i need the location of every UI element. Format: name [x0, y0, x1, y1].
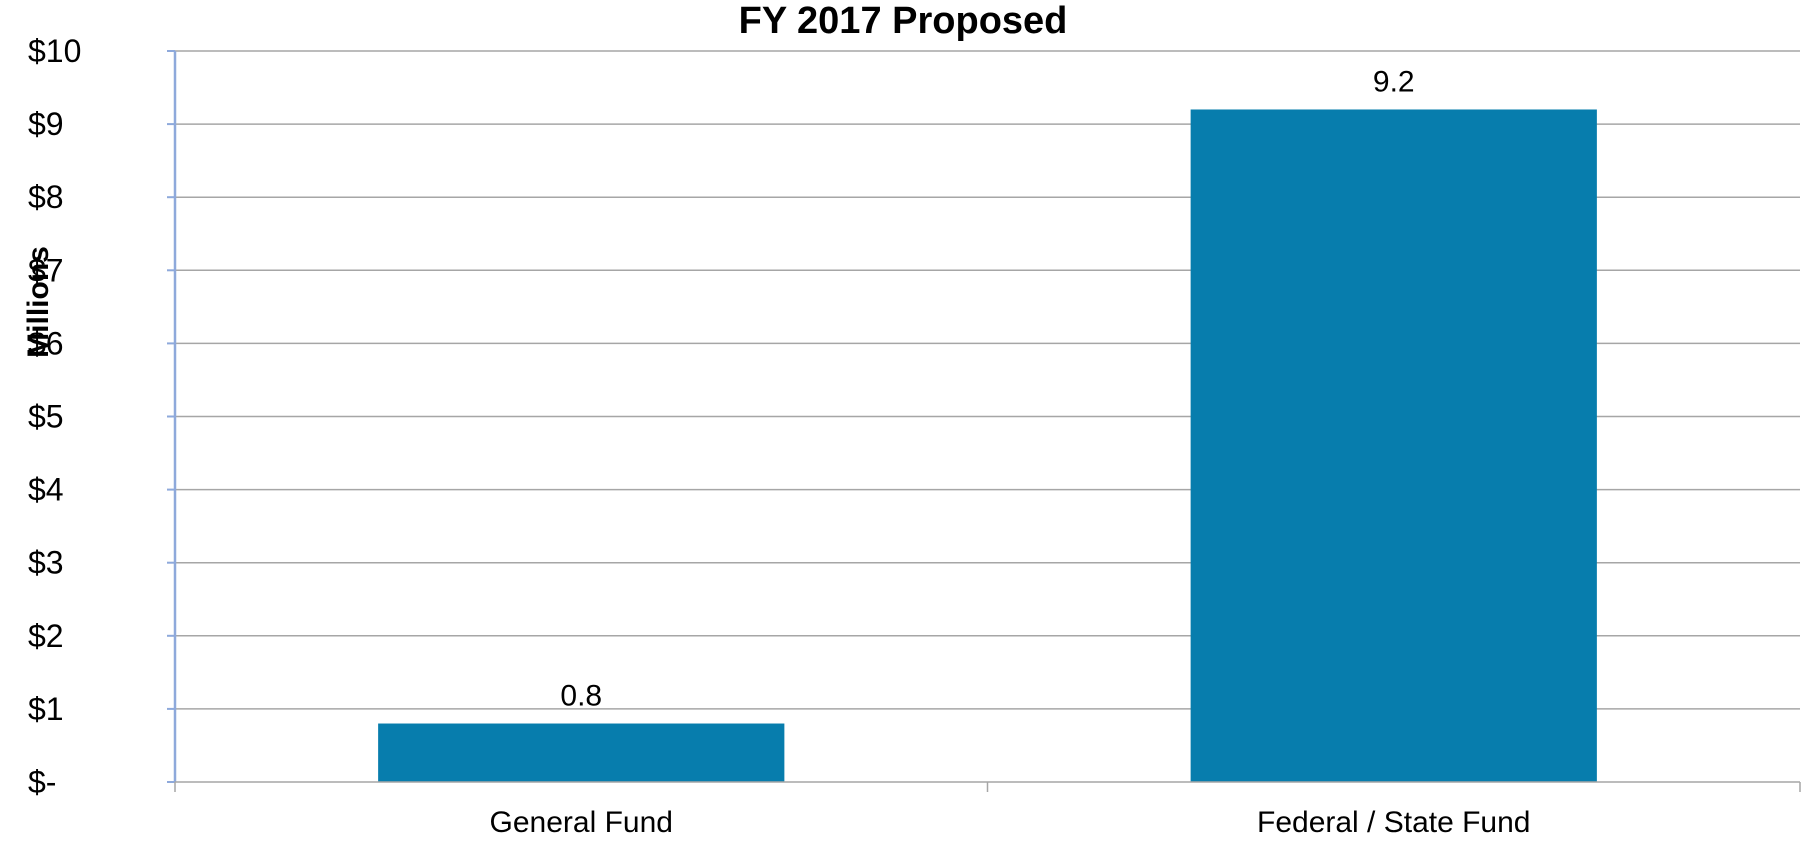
y-tick-label: $4	[28, 472, 64, 508]
y-tick-label: $2	[28, 618, 64, 654]
axes	[167, 50, 1801, 792]
labels: $- $1 $2 $3 $4 $5 $6 $7 $8 $9 $10 0.8 General Fund 9.…	[28, 33, 1531, 839]
y-tick-label: $1	[28, 691, 64, 727]
data-label: 0.8	[560, 680, 602, 713]
y-tick-label: $8	[28, 179, 64, 215]
chart-title: FY 2017 Proposed	[739, 0, 1068, 42]
y-axis-label: Millions	[22, 246, 55, 358]
category-label: General Fund	[490, 806, 673, 839]
bar	[378, 723, 785, 782]
y-tick-label: $3	[28, 545, 64, 581]
y-tick-label: $10	[28, 33, 81, 69]
y-tick-label: $6	[28, 325, 64, 361]
y-tick-label: $7	[28, 252, 64, 288]
bar	[1190, 109, 1597, 783]
y-tick-label: $5	[28, 399, 64, 435]
bars	[378, 109, 1597, 783]
y-tick-label: $9	[28, 106, 64, 142]
data-label: 9.2	[1373, 65, 1415, 98]
category-label: Federal / State Fund	[1257, 806, 1531, 839]
gridlines	[175, 50, 1800, 710]
y-tick-label: $-	[28, 764, 56, 800]
